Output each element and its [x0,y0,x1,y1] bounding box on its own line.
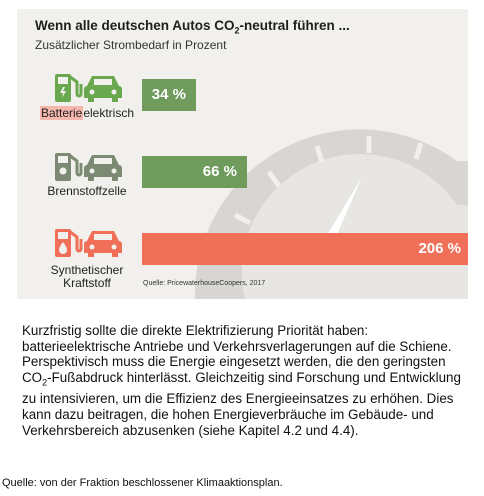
bar-value-fuelcell: 66 % [202,163,237,180]
fuel-pump-car-icon [55,229,122,257]
battery-vehicle-icons [39,68,139,106]
category-label-synthetic: Synthetischer Kraftstoff [50,263,124,290]
gauge-ticks [233,136,424,226]
chart-subtitle: Zusätzlicher Strombedarf in Prozent [35,38,227,52]
bar-value-battery: 34 % [151,86,186,103]
body-paragraph: Kurzfristig sollte die direkte Elektrifi… [22,323,461,438]
fuelcell-vehicle-icons [39,147,139,185]
bar-synthetic: 206 % [142,233,468,265]
chart-source: Quelle: PricewaterhouseCoopers, 2017 [143,280,266,287]
fuel-pump-car-icon [55,74,122,102]
category-label-battery: Batterieelektrisch [39,106,135,120]
infographic: Wenn alle deutschen Autos CO2-neutral fü… [17,9,468,299]
bar-value-synthetic: 206 % [418,240,461,257]
fuel-pump-car-icon [55,153,122,181]
category-label-fuelcell: Brennstoffzelle [47,184,127,198]
synthetic-vehicle-icons [39,223,139,261]
bar-fuelcell: 66 % [142,156,247,188]
bar-battery: 34 % [142,79,196,111]
footnote-source: Quelle: von der Fraktion beschlossener K… [2,477,283,489]
chart-title: Wenn alle deutschen Autos CO2-neutral fü… [35,18,350,36]
